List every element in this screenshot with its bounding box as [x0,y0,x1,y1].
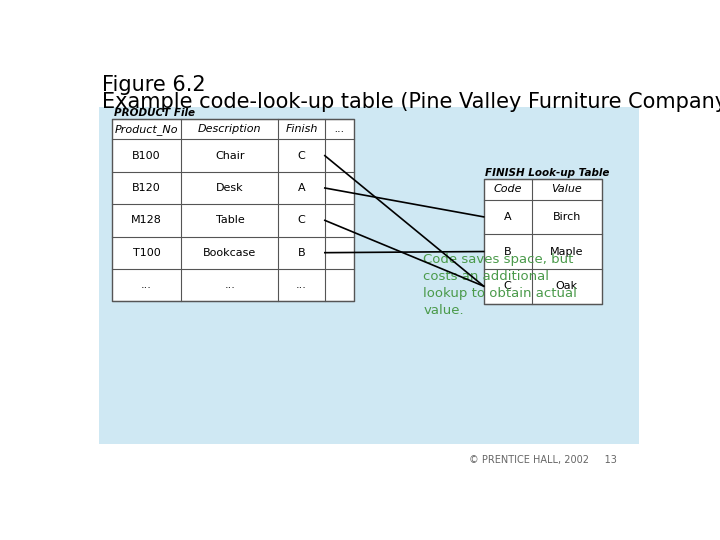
Bar [112,119,354,301]
Text: A: A [504,212,511,222]
Text: C: C [504,281,512,291]
Text: C: C [297,215,305,225]
Bar [484,179,601,303]
Text: T100: T100 [132,248,161,258]
Text: ...: ... [334,124,345,134]
Text: Description: Description [198,124,261,134]
Text: B120: B120 [132,183,161,193]
Text: B: B [504,247,511,256]
Text: B: B [298,248,305,258]
Bar [99,107,639,444]
Text: A: A [298,183,305,193]
Text: FINISH Look-up Table: FINISH Look-up Table [485,168,610,178]
Text: Oak: Oak [556,281,577,291]
Text: Figure 6.2: Figure 6.2 [102,75,205,95]
Text: ...: ... [141,280,152,290]
Text: Birch: Birch [552,212,581,222]
Text: © PRENTICE HALL, 2002     13: © PRENTICE HALL, 2002 13 [469,455,617,465]
Text: M128: M128 [131,215,162,225]
Text: Finish: Finish [285,124,318,134]
Text: Value: Value [552,184,582,194]
Text: ...: ... [225,280,235,290]
Text: PRODUCT File: PRODUCT File [114,108,195,118]
Text: Table: Table [215,215,244,225]
Text: Example code-look-up table (Pine Valley Furniture Company): Example code-look-up table (Pine Valley … [102,92,720,112]
Text: B100: B100 [132,151,161,161]
Text: Maple: Maple [550,247,583,256]
Text: C: C [297,151,305,161]
Text: Code: Code [493,184,522,194]
Text: Product_No: Product_No [114,124,179,134]
Text: Code saves space, but
costs an additional
lookup to obtain actual
value.: Code saves space, but costs an additiona… [423,253,577,318]
Text: ...: ... [296,280,307,290]
Text: Chair: Chair [215,151,245,161]
Text: Bookcase: Bookcase [203,248,256,258]
Text: Desk: Desk [216,183,243,193]
